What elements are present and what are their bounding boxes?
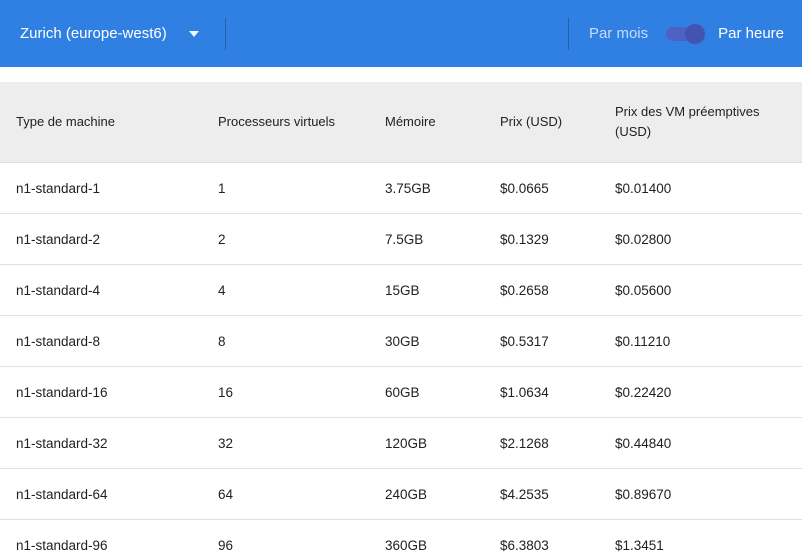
table-cell: $0.02800 <box>599 213 802 265</box>
table-cell: 15GB <box>369 264 484 316</box>
column-header: Mémoire <box>369 82 484 163</box>
table-row: n1-standard-2 2 7.5GB $0.1329 $0.02800 <box>0 213 802 265</box>
chevron-down-icon <box>188 30 199 37</box>
table-cell: 60GB <box>369 366 484 418</box>
table-row: n1-standard-8 8 30GB $0.5317 $0.11210 <box>0 315 802 367</box>
table-cell: $2.1268 <box>484 417 599 469</box>
table-cell: 3.75GB <box>369 162 484 214</box>
table-cell: n1-standard-32 <box>0 417 202 469</box>
table-cell: 120GB <box>369 417 484 469</box>
per-hour-label: Par heure <box>718 25 784 42</box>
region-selector-label: Zurich (europe-west6) <box>20 25 167 42</box>
table-cell: $0.5317 <box>484 315 599 367</box>
table-cell: $0.11210 <box>599 315 802 367</box>
table-cell: n1-standard-2 <box>0 213 202 265</box>
table-row: n1-standard-32 32 120GB $2.1268 $0.44840 <box>0 417 802 469</box>
per-month-label: Par mois <box>588 25 649 42</box>
table-cell: $1.3451 <box>599 519 802 558</box>
machine-pricing-table: Type de machine Processeurs virtuels Mémoi… <box>0 82 802 558</box>
column-header: Prix (USD) <box>484 82 599 163</box>
table-cell: $0.1329 <box>484 213 599 265</box>
table-cell: 4 <box>202 264 369 316</box>
table-cell: 360GB <box>369 519 484 558</box>
table-row: n1-standard-4 4 15GB $0.2658 $0.05600 <box>0 264 802 316</box>
table-cell: 8 <box>202 315 369 367</box>
table-cell: n1-standard-1 <box>0 162 202 214</box>
table-header: Type de machine Processeurs virtuels Mémoi… <box>0 82 802 163</box>
table-row: n1-standard-16 16 60GB $1.0634 $0.22420 <box>0 366 802 418</box>
region-selector[interactable]: Zurich (europe-west6) <box>0 25 199 42</box>
toggle-knob <box>685 23 706 44</box>
table-cell: 16 <box>202 366 369 418</box>
toolbar: Zurich (europe-west6) Par mois Par heure <box>0 0 802 67</box>
table-cell: n1-standard-64 <box>0 468 202 520</box>
billing-period-controls: Par mois Par heure <box>567 17 802 50</box>
table-row: n1-standard-1 1 3.75GB $0.0665 $0.01400 <box>0 162 802 214</box>
table-cell: $0.0665 <box>484 162 599 214</box>
table-header-row: Type de machine Processeurs virtuels Mémoi… <box>0 82 802 163</box>
table-cell: 32 <box>202 417 369 469</box>
table-cell: 64 <box>202 468 369 520</box>
table-cell: 1 <box>202 162 369 214</box>
table-cell: $0.01400 <box>599 162 802 214</box>
billing-period-toggle[interactable] <box>666 23 706 44</box>
table-cell: $0.2658 <box>484 264 599 316</box>
table-cell: $0.22420 <box>599 366 802 418</box>
table-cell: 30GB <box>369 315 484 367</box>
column-header: Prix des VM préemptives (USD) <box>599 82 802 163</box>
table-cell: $0.05600 <box>599 264 802 316</box>
table-cell: 2 <box>202 213 369 265</box>
table-cell: $4.2535 <box>484 468 599 520</box>
table-cell: 240GB <box>369 468 484 520</box>
table-row: n1-standard-64 64 240GB $4.2535 $0.89670 <box>0 468 802 520</box>
table-cell: 96 <box>202 519 369 558</box>
table-cell: $0.44840 <box>599 417 802 469</box>
table-cell: n1-standard-4 <box>0 264 202 316</box>
table-body: n1-standard-1 1 3.75GB $0.0665 $0.01400 n1-st… <box>0 162 802 558</box>
column-header: Processeurs virtuels <box>202 82 369 163</box>
table-cell: $0.89670 <box>599 468 802 520</box>
table-cell: n1-standard-16 <box>0 366 202 418</box>
table-cell: n1-standard-96 <box>0 519 202 558</box>
column-header: Type de machine <box>0 82 202 163</box>
table-cell: $1.0634 <box>484 366 599 418</box>
table-cell: n1-standard-8 <box>0 315 202 367</box>
table-cell: 7.5GB <box>369 213 484 265</box>
toolbar-table-gap <box>0 67 802 82</box>
toolbar-divider <box>224 17 226 50</box>
table-cell: $6.3803 <box>484 519 599 558</box>
toolbar-divider <box>567 17 569 50</box>
table-row: n1-standard-96 96 360GB $6.3803 $1.3451 <box>0 519 802 558</box>
